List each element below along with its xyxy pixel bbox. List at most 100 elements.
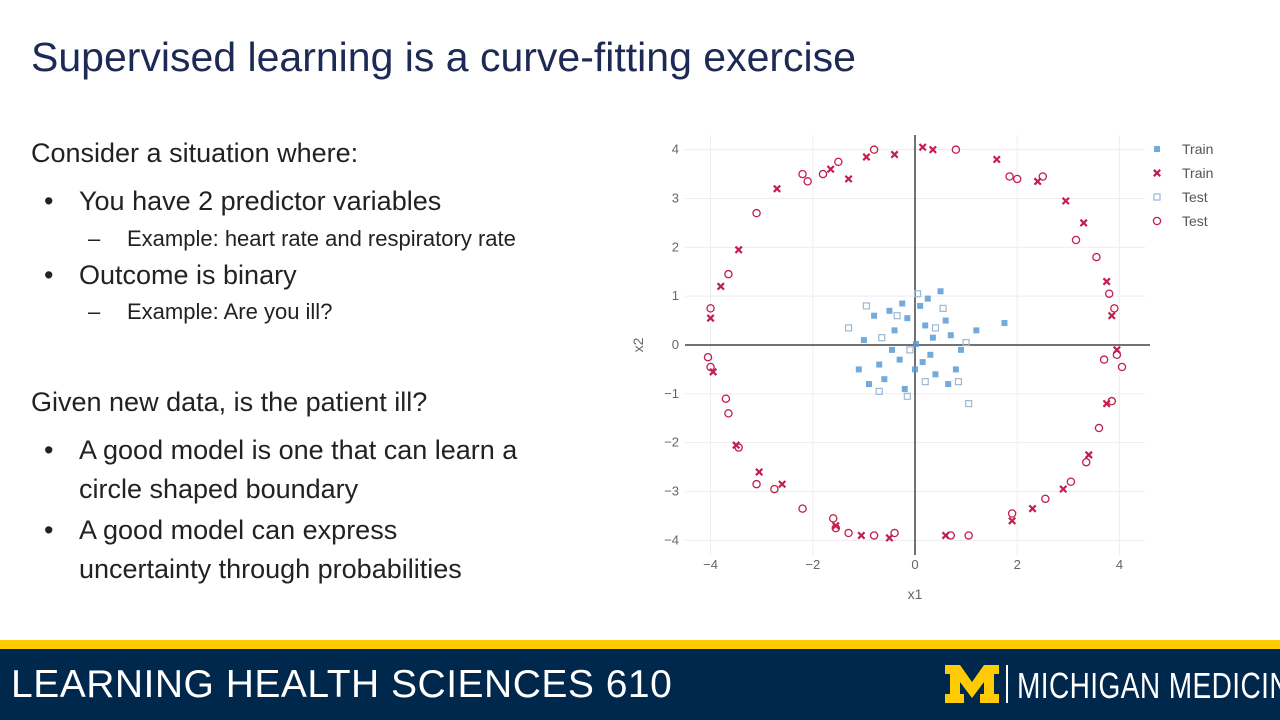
data-point-circle-open [1094, 423, 1104, 433]
data-point-circle-open [1117, 362, 1127, 372]
data-point-circle-open [831, 523, 841, 533]
bullet-outcome-text: Outcome is binary [79, 260, 297, 290]
data-point-square-open [903, 392, 911, 400]
data-point-circle-open [1081, 457, 1091, 467]
data-point-x [890, 150, 899, 159]
data-point-square [922, 322, 929, 329]
data-point-x [709, 367, 718, 376]
data-point-x [1059, 485, 1068, 494]
y-tick-label: −4 [664, 532, 679, 547]
data-point-circle-open [869, 145, 879, 154]
data-point-circle-open [1041, 494, 1050, 504]
data-point-square [917, 302, 924, 309]
data-point-circle-open [946, 531, 956, 540]
data-point-circle-open [1071, 235, 1081, 245]
data-point-square-open [913, 290, 922, 298]
section2-lead: Given new data, is the patient ill? [31, 387, 428, 417]
data-point-square [927, 351, 934, 358]
data-point-x [844, 174, 853, 183]
scatter-chart: −4 −2 0 2 4 −4 −3 −2 −1 0 1 2 3 4 x1 x2 Train Train Test Te… [630, 135, 1213, 602]
data-point-square [891, 327, 898, 334]
x-axis-label: x1 [908, 586, 923, 602]
data-point-square-open [921, 378, 929, 386]
data-point-circle-open [706, 304, 715, 313]
data-point-square [904, 315, 911, 322]
bullet-glyph: • [44, 435, 54, 465]
bullet-glyph: • [44, 186, 54, 216]
data-point-x [992, 155, 1001, 164]
data-point-square [866, 381, 872, 388]
data-point-x [1084, 450, 1093, 459]
data-point-circle-open [706, 362, 715, 372]
data-point-x [734, 245, 743, 254]
data-point-square [889, 346, 895, 353]
data-point-x [773, 184, 781, 193]
logo-divider [1006, 665, 1008, 703]
x-tick-label: 2 [1014, 557, 1021, 572]
legend-label: Train [1182, 165, 1213, 181]
data-point-circle-open [721, 394, 731, 403]
data-point-circle-open [1007, 509, 1017, 518]
data-point-x [928, 145, 937, 154]
data-point-x [778, 480, 787, 489]
x-tick-label: 4 [1116, 557, 1123, 572]
data-point-circle-open [803, 177, 812, 186]
legend-label: Train [1182, 141, 1213, 157]
data-point-square-open [931, 324, 940, 332]
data-point-circle-open [951, 145, 961, 154]
data-point-square [945, 381, 952, 388]
data-point-x [857, 531, 866, 540]
data-point-circle-open [724, 409, 733, 418]
sub-bullet-example2-text: Example: Are you ill? [127, 299, 333, 324]
data-point-circle-open [703, 352, 713, 362]
data-point-square [947, 332, 954, 339]
data-point-x [1008, 516, 1017, 525]
data-point-x [755, 467, 764, 476]
data-point-circle-open [752, 208, 761, 218]
data-point-x [1102, 277, 1111, 286]
data-point-square [932, 371, 939, 378]
slide-title: Supervised learning is a curve-fitting e… [31, 34, 856, 80]
data-point-square [929, 334, 936, 341]
data-point-square [886, 307, 893, 314]
data-point-square-open [965, 400, 973, 408]
data-point-circle-open [1110, 304, 1119, 313]
data-point-square [952, 366, 959, 373]
data-point-circle-open [818, 169, 828, 179]
data-point-circle-open [724, 269, 733, 279]
data-point-circle-open [752, 479, 761, 489]
y-tick-label: −1 [664, 386, 679, 401]
footer-bar: LEARNING HEALTH SCIENCES 610 MICHIGAN ME… [0, 649, 1280, 720]
data-point-square [876, 361, 883, 368]
data-point-x [918, 143, 927, 152]
legend-marker-square [1154, 146, 1160, 152]
bullet-uncertainty-line1: A good model can express [79, 515, 398, 545]
data-point-circle-open [770, 484, 779, 494]
data-point-square [901, 385, 908, 392]
data-point-x [1107, 311, 1116, 320]
data-point-square-open [875, 387, 883, 395]
section1-lead: Consider a situation where: [31, 138, 359, 168]
data-point-x [1079, 218, 1088, 227]
x-tick-label: 0 [911, 557, 918, 572]
data-point-square-open [893, 312, 901, 320]
data-point-square [881, 376, 888, 383]
sub-bullet-example1-text: Example: heart rate and respiratory rate [127, 226, 516, 251]
bullet-uncertainty-line2: uncertainty through probabilities [79, 554, 462, 584]
data-point-x [1061, 196, 1070, 205]
course-title: LEARNING HEALTH SCIENCES 610 [11, 663, 673, 706]
data-point-circle-open [1066, 477, 1076, 486]
y-tick-label: 0 [672, 337, 679, 352]
data-point-square-open [939, 304, 947, 312]
data-point-circle-open [1012, 174, 1022, 184]
data-point-circle-open [964, 531, 973, 540]
data-point-square [919, 359, 926, 366]
data-point-circle-open [1104, 289, 1114, 298]
data-point-circle-open [798, 169, 807, 179]
data-point-square [1001, 320, 1008, 327]
data-point-square-open [906, 346, 914, 354]
data-point-x [1028, 504, 1037, 513]
data-point-circle-open [1107, 396, 1117, 406]
bullet-boundary-line2: circle shaped boundary [79, 474, 359, 504]
data-point-square-open [844, 324, 853, 332]
